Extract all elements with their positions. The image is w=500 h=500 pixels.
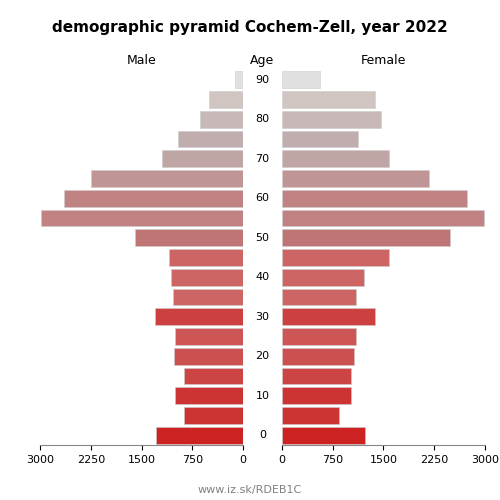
- Title: Male: Male: [126, 54, 156, 68]
- Bar: [282, 249, 389, 266]
- Text: demographic pyramid Cochem-Zell, year 2022: demographic pyramid Cochem-Zell, year 20…: [52, 20, 448, 35]
- Bar: [210, 91, 243, 108]
- Title: Female: Female: [360, 54, 406, 68]
- Title: Age: Age: [250, 54, 274, 68]
- Bar: [170, 249, 243, 266]
- Text: 0: 0: [259, 430, 266, 440]
- Text: 90: 90: [256, 75, 270, 85]
- Bar: [175, 328, 243, 345]
- Bar: [282, 91, 374, 108]
- Text: 30: 30: [256, 312, 270, 322]
- Bar: [282, 308, 376, 325]
- Bar: [282, 150, 389, 167]
- Bar: [282, 210, 484, 226]
- Bar: [155, 308, 243, 325]
- Bar: [170, 269, 243, 285]
- Bar: [156, 426, 243, 444]
- Bar: [282, 426, 365, 444]
- Bar: [135, 230, 243, 246]
- Text: 50: 50: [256, 233, 270, 243]
- Bar: [178, 130, 243, 148]
- Bar: [282, 348, 354, 364]
- Bar: [282, 190, 467, 206]
- Text: 20: 20: [256, 351, 270, 361]
- Bar: [282, 328, 356, 345]
- Text: 60: 60: [256, 194, 270, 203]
- Bar: [175, 388, 243, 404]
- Text: 10: 10: [256, 390, 270, 400]
- Bar: [282, 388, 351, 404]
- Bar: [282, 269, 364, 285]
- Bar: [42, 210, 243, 226]
- Bar: [91, 170, 243, 187]
- Text: 40: 40: [256, 272, 270, 282]
- Bar: [64, 190, 243, 206]
- Bar: [282, 288, 356, 306]
- Bar: [174, 348, 243, 364]
- Bar: [282, 111, 382, 128]
- Bar: [282, 368, 351, 384]
- Text: 70: 70: [256, 154, 270, 164]
- Bar: [282, 72, 320, 88]
- Bar: [184, 368, 243, 384]
- Bar: [184, 407, 243, 424]
- Bar: [282, 130, 358, 148]
- Text: www.iz.sk/RDEB1C: www.iz.sk/RDEB1C: [198, 485, 302, 495]
- Text: 80: 80: [256, 114, 270, 124]
- Bar: [162, 150, 243, 167]
- Bar: [235, 72, 243, 88]
- Bar: [172, 288, 243, 306]
- Bar: [282, 230, 450, 246]
- Bar: [200, 111, 243, 128]
- Bar: [282, 170, 430, 187]
- Bar: [282, 407, 339, 424]
